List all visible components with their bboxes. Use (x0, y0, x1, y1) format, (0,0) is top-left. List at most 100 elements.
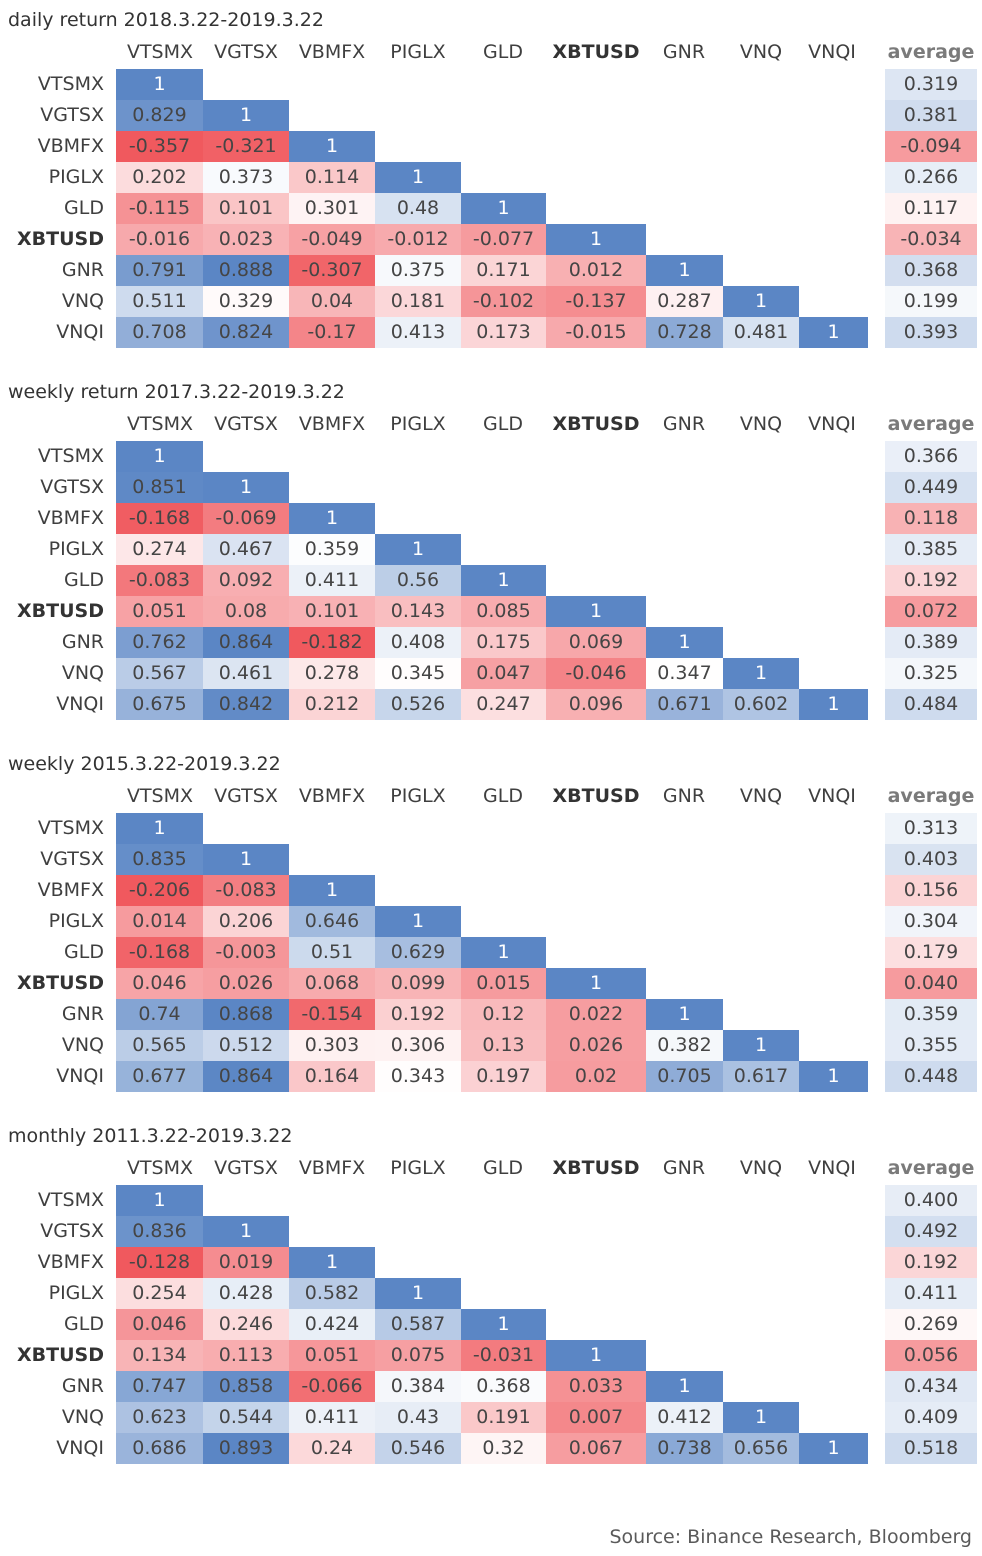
average-cell: 0.368 (885, 255, 977, 286)
column-header: VGTSX (214, 1157, 278, 1179)
average-cell: 0.409 (885, 1402, 977, 1433)
heatmap-cell: 0.413 (375, 317, 461, 348)
heatmap-cell: 1 (375, 162, 461, 193)
heatmap-cell: 1 (375, 1278, 461, 1309)
average-cell: 0.411 (885, 1278, 977, 1309)
heatmap-cell: 0.835 (116, 844, 203, 875)
column-header: GNR (662, 785, 706, 807)
heatmap-cell: 1 (289, 1247, 375, 1278)
heatmap-cell: -0.206 (116, 875, 203, 906)
heatmap-cell: 0.007 (546, 1402, 646, 1433)
column-header: VNQ (739, 413, 783, 435)
heatmap-cell: 0.247 (461, 689, 546, 720)
row-header: XBTUSD (17, 1344, 104, 1366)
heatmap-cell: 0.092 (203, 565, 289, 596)
heatmap-cell: 0.511 (116, 286, 203, 317)
row-header: VTSMX (37, 445, 104, 467)
column-header: GLD (483, 413, 523, 435)
average-cell: 0.179 (885, 937, 977, 968)
average-cell: 0.434 (885, 1371, 977, 1402)
heatmap-cell: 0.068 (289, 968, 375, 999)
heatmap-cell: 0.368 (461, 1371, 546, 1402)
heatmap-cell: -0.016 (116, 224, 203, 255)
heatmap-cell: 0.675 (116, 689, 203, 720)
heatmap-cell: 0.412 (646, 1402, 723, 1433)
heatmap-cell: 0.051 (116, 596, 203, 627)
heatmap-cell: 0.544 (203, 1402, 289, 1433)
row-header: PIGLX (48, 1282, 104, 1304)
average-cell: 0.359 (885, 999, 977, 1030)
heatmap-cell: 1 (723, 658, 799, 689)
heatmap-cell: 1 (461, 937, 546, 968)
heatmap-cell: 0.32 (461, 1433, 546, 1464)
heatmap-cell: 0.08 (203, 596, 289, 627)
average-cell: 0.393 (885, 317, 977, 348)
column-header: XBTUSD (552, 41, 640, 63)
heatmap-cell: 0.015 (461, 968, 546, 999)
heatmap-cell: 1 (646, 1371, 723, 1402)
heatmap-cell: 0.246 (203, 1309, 289, 1340)
heatmap-cell: 0.306 (375, 1030, 461, 1061)
row-header: PIGLX (48, 538, 104, 560)
heatmap-cell: 0.705 (646, 1061, 723, 1092)
average-header: average (887, 413, 975, 435)
heatmap-cell: 0.202 (116, 162, 203, 193)
average-cell: 0.484 (885, 689, 977, 720)
heatmap-cell: 0.359 (289, 534, 375, 565)
heatmap-cell: 1 (289, 131, 375, 162)
heatmap-cell: 0.345 (375, 658, 461, 689)
heatmap-cell: -0.046 (546, 658, 646, 689)
heatmap-cell: 0.171 (461, 255, 546, 286)
heatmap-cell: 0.278 (289, 658, 375, 689)
heatmap-cell: 0.373 (203, 162, 289, 193)
average-header: average (887, 41, 975, 63)
heatmap-cell: -0.003 (203, 937, 289, 968)
heatmap-cell: 0.587 (375, 1309, 461, 1340)
heatmap-cell: 0.181 (375, 286, 461, 317)
average-cell: 0.192 (885, 565, 977, 596)
heatmap-panel: weekly return 2017.3.22-2019.3.22 VTSMX VG… (0, 377, 982, 749)
heatmap-cell: 0.836 (116, 1216, 203, 1247)
heatmap-cell: 0.646 (289, 906, 375, 937)
heatmap-cell: 0.12 (461, 999, 546, 1030)
heatmap-cell: 0.526 (375, 689, 461, 720)
heatmap-cell: 0.046 (116, 968, 203, 999)
heatmap-panel: weekly 2015.3.22-2019.3.22 VTSMX VGTSX VBMF… (0, 749, 982, 1121)
row-header: VTSMX (37, 1189, 104, 1211)
column-header: VGTSX (214, 785, 278, 807)
heatmap-cell: 0.893 (203, 1433, 289, 1464)
heatmap-cell: 0.824 (203, 317, 289, 348)
heatmap-cell: -0.154 (289, 999, 375, 1030)
heatmap-cell: 1 (203, 1216, 289, 1247)
heatmap-cell: 0.738 (646, 1433, 723, 1464)
heatmap-cell: 0.012 (546, 255, 646, 286)
heatmap-cell: 0.864 (203, 1061, 289, 1092)
heatmap-cell: -0.066 (289, 1371, 375, 1402)
heatmap-cell: 0.051 (289, 1340, 375, 1371)
row-header: VNQ (61, 662, 104, 684)
heatmap-cell: 0.206 (203, 906, 289, 937)
heatmap-cell: -0.083 (203, 875, 289, 906)
heatmap-cell: 0.858 (203, 1371, 289, 1402)
average-cell: 0.156 (885, 875, 977, 906)
row-header: GNR (61, 1375, 104, 1397)
heatmap-cell: 1 (646, 255, 723, 286)
heatmap-cell: 1 (546, 596, 646, 627)
row-header: XBTUSD (17, 972, 104, 994)
column-header: VTSMX (126, 1157, 194, 1179)
heatmap-cell: 1 (546, 968, 646, 999)
column-header: VGTSX (214, 41, 278, 63)
heatmap-cell: 1 (289, 875, 375, 906)
heatmap-cell: 0.567 (116, 658, 203, 689)
heatmap-cell: 0.602 (723, 689, 799, 720)
average-cell: 0.192 (885, 1247, 977, 1278)
column-header: PIGLX (390, 413, 446, 435)
heatmap-cell: 0.623 (116, 1402, 203, 1433)
heatmap-cell: 0.212 (289, 689, 375, 720)
row-header: GNR (61, 631, 104, 653)
heatmap-cell: 0.582 (289, 1278, 375, 1309)
row-header: VNQ (61, 1034, 104, 1056)
source-note: Source: Binance Research, Bloomberg (609, 1526, 972, 1548)
heatmap-cell: 1 (289, 503, 375, 534)
average-cell: 0.355 (885, 1030, 977, 1061)
